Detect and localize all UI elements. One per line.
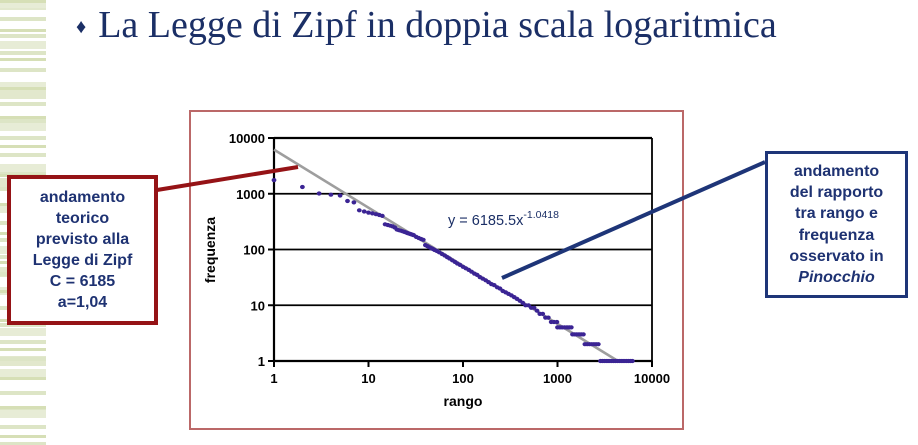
scatter-point xyxy=(595,342,601,347)
scatter-point xyxy=(554,319,560,325)
scatter-point xyxy=(328,192,334,197)
x-tick-label: 10000 xyxy=(634,371,670,386)
scatter-point xyxy=(420,237,426,242)
scatter-point xyxy=(534,308,540,313)
x-tick-label: 1 xyxy=(270,371,277,386)
y-tick-label: 100 xyxy=(243,243,265,258)
left-callout-text: andamento teorico previsto alla Legge di… xyxy=(32,188,133,312)
zipf-log-log-chart: 1 10 100 1000 10000 1 10 100 1000 10000 y = 6185.5… xyxy=(202,131,670,409)
scatter-point xyxy=(361,209,367,214)
chart-frame: 1 10 100 1000 10000 1 10 100 1000 10000 y = 6185.5… xyxy=(189,110,684,430)
scatter-point xyxy=(531,305,537,310)
scatter-point xyxy=(568,325,574,330)
scatter-point xyxy=(379,213,385,218)
scatter-point xyxy=(345,198,350,204)
scatter-point xyxy=(370,211,375,216)
page-title: La Legge di Zipf in doppia scala logarit… xyxy=(98,4,777,46)
scatter-point xyxy=(351,200,357,205)
equation-label: y = 6185.5x-1.0418 xyxy=(448,209,559,229)
x-tick-label: 100 xyxy=(452,371,474,386)
y-tick-label: 10000 xyxy=(229,131,265,146)
scatter-point xyxy=(356,208,362,213)
scatter-point xyxy=(545,315,551,320)
scatter-point xyxy=(540,311,546,316)
y-tick-label: 10 xyxy=(251,298,265,313)
scatter-point xyxy=(300,184,305,190)
scatter-point xyxy=(271,178,277,183)
scatter-point xyxy=(630,358,635,364)
y-tick-label: 1000 xyxy=(236,187,265,202)
y-axis-label: frequenza xyxy=(202,217,218,283)
right-callout-text: andamento del rapporto tra rango e frequ… xyxy=(789,163,884,265)
scatter-point xyxy=(316,191,322,196)
right-callout-emphasis: Pinocchio xyxy=(798,268,875,286)
scatter-point xyxy=(366,210,371,215)
x-tick-label: 10 xyxy=(361,371,375,386)
left-callout-theoretical: andamento teorico previsto alla Legge di… xyxy=(7,175,158,325)
y-tick-label: 1 xyxy=(258,354,265,369)
right-callout-observed: andamento del rapporto tra rango e frequ… xyxy=(765,151,908,298)
x-tick-label: 1000 xyxy=(543,371,572,386)
slide-title-row: ♦ La Legge di Zipf in doppia scala logar… xyxy=(76,4,777,48)
scatter-point xyxy=(337,193,343,198)
bullet-diamond-icon: ♦ xyxy=(76,16,87,38)
x-axis-label: rango xyxy=(444,393,483,409)
scatter-point xyxy=(581,332,586,337)
